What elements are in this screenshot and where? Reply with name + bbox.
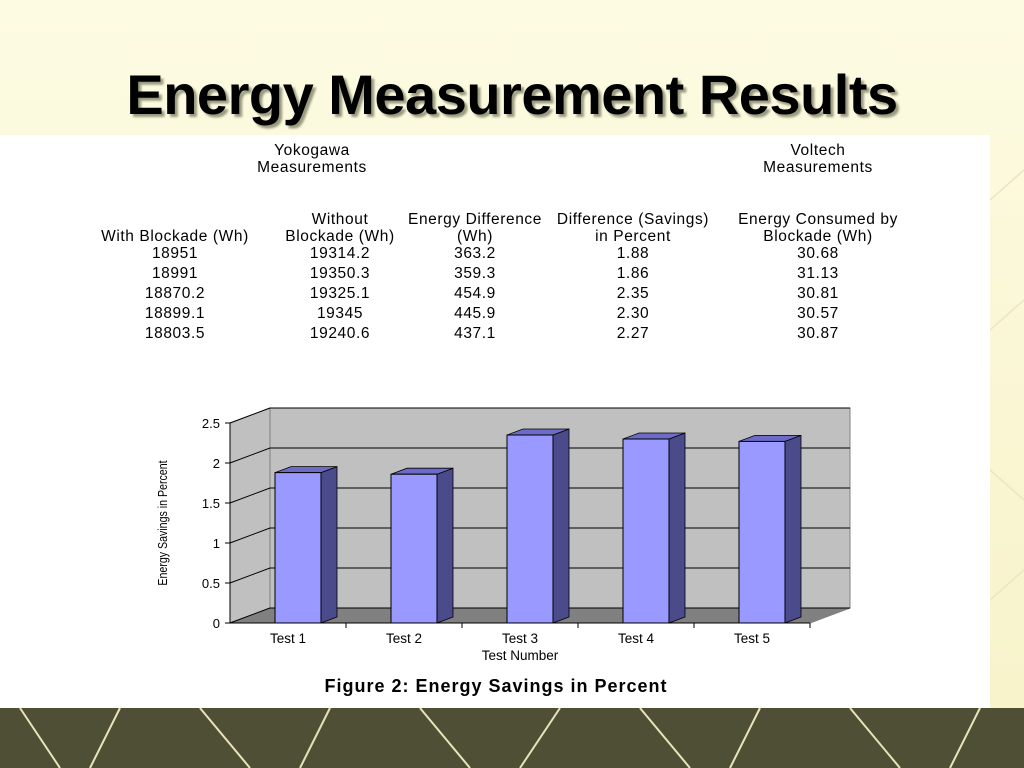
table-cell: 19345 (316, 305, 364, 322)
table-cell: 18991 (151, 265, 199, 282)
x-axis-label: Test Number (482, 648, 559, 663)
bar (390, 473, 438, 624)
slide-title: Energy Measurement Results (126, 63, 898, 126)
x-tick-label: Test 5 (734, 631, 770, 646)
table-cell: 30.68 (797, 245, 839, 262)
y-tick-label: 0 (213, 616, 220, 631)
column-header: Energy Consumed by Blockade (Wh) (738, 211, 898, 245)
x-tick-label: Test 3 (502, 631, 538, 646)
bar (622, 438, 670, 624)
table-cell: 454.9 (454, 285, 496, 302)
group-header: Yokogawa Measurements (257, 142, 367, 176)
x-tick-label: Test 1 (270, 631, 306, 646)
bar (274, 472, 322, 624)
bar (738, 440, 786, 624)
x-tick-label: Test 4 (618, 631, 655, 646)
bar-side (436, 467, 454, 624)
table-cell: 30.81 (797, 285, 839, 302)
table-cell: 363.2 (454, 245, 496, 262)
table-cell: 19240.6 (309, 325, 371, 342)
table-cell: 18803.5 (144, 325, 206, 342)
table-cell: 1.88 (616, 245, 650, 262)
column-header: Without Blockade (Wh) (285, 211, 395, 245)
table-cell: 2.27 (616, 325, 650, 342)
column-header: Energy Difference (Wh) (408, 211, 542, 245)
x-tick-label: Test 2 (386, 631, 422, 646)
side-lines (989, 169, 1024, 601)
bar (506, 434, 554, 624)
y-tick-label: 0.5 (202, 576, 220, 591)
table-cell: 2.30 (616, 305, 650, 322)
table-cell: 445.9 (454, 305, 496, 322)
figure-caption: Figure 2: Energy Savings in Percent (324, 676, 667, 696)
table-cell: 19314.2 (309, 245, 371, 262)
y-axis-label: Energy Savings in Percent (156, 460, 170, 586)
table-cell: 19325.1 (309, 285, 371, 302)
y-tick-label: 2 (213, 456, 220, 471)
bar-side (668, 432, 686, 624)
y-tick-label: 2.5 (202, 416, 220, 431)
table-cell: 30.57 (797, 305, 839, 322)
bar-side (320, 466, 338, 624)
footer-lines (19, 707, 981, 768)
group-header: Voltech Measurements (763, 142, 873, 176)
table-cell: 18899.1 (144, 305, 206, 322)
table-cell: 30.87 (797, 325, 839, 342)
column-header: Difference (Savings) in Percent (556, 211, 710, 245)
table-cell: 2.35 (616, 285, 650, 302)
grid-line (229, 407, 850, 424)
table-cell: 359.3 (454, 265, 496, 282)
table-cell: 19350.3 (309, 265, 371, 282)
table-cell: 31.13 (797, 265, 839, 282)
bar-side (552, 428, 570, 624)
column-header: With Blockade (Wh) (101, 228, 249, 245)
table-cell: 18870.2 (144, 285, 206, 302)
footer-band (0, 708, 1024, 768)
table-cell: 18951 (151, 245, 199, 262)
side-wall (229, 407, 271, 624)
y-tick-label: 1.5 (202, 496, 220, 511)
table-cell: 1.86 (616, 265, 650, 282)
table-cell: 437.1 (454, 325, 496, 342)
y-tick-label: 1 (213, 536, 220, 551)
bar-side (784, 434, 802, 624)
